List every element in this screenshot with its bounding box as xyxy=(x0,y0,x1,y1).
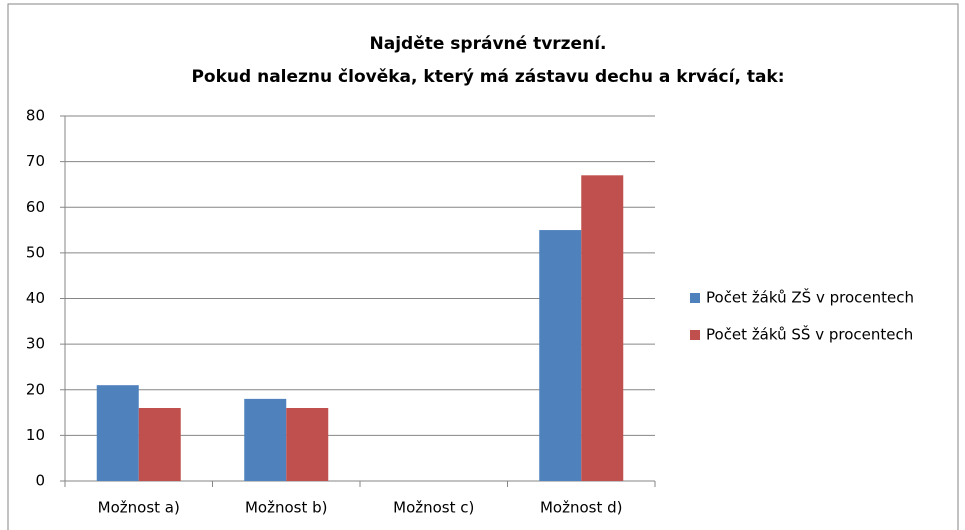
chart-title: Najděte správné tvrzení. xyxy=(370,34,607,54)
legend-swatch xyxy=(690,293,700,303)
y-tick-label: 10 xyxy=(26,426,45,444)
x-tick-label: Možnost c) xyxy=(393,499,474,517)
chart-title: Pokud naleznu člověka, který má zástavu … xyxy=(191,67,784,87)
legend-label: Počet žáků SŠ v procentech xyxy=(706,325,913,344)
y-tick-label: 40 xyxy=(26,289,45,307)
x-tick-label: Možnost d) xyxy=(540,499,623,517)
y-tick-label: 0 xyxy=(35,472,45,490)
bar xyxy=(244,398,287,481)
y-tick-label: 30 xyxy=(26,335,45,353)
y-tick-label: 70 xyxy=(26,152,45,170)
x-tick-label: Možnost b) xyxy=(245,499,328,517)
y-tick-label: 50 xyxy=(26,243,45,261)
legend-label: Počet žáků ZŠ v procentech xyxy=(706,288,914,307)
y-tick-label: 20 xyxy=(26,380,45,398)
y-tick-label: 60 xyxy=(26,198,45,216)
bar xyxy=(539,230,582,481)
bar xyxy=(581,175,624,481)
x-tick-label: Možnost a) xyxy=(98,499,180,517)
bar xyxy=(286,408,329,481)
bar xyxy=(96,385,139,481)
legend-swatch xyxy=(690,330,700,340)
y-tick-label: 80 xyxy=(26,107,45,125)
bar xyxy=(138,408,181,481)
